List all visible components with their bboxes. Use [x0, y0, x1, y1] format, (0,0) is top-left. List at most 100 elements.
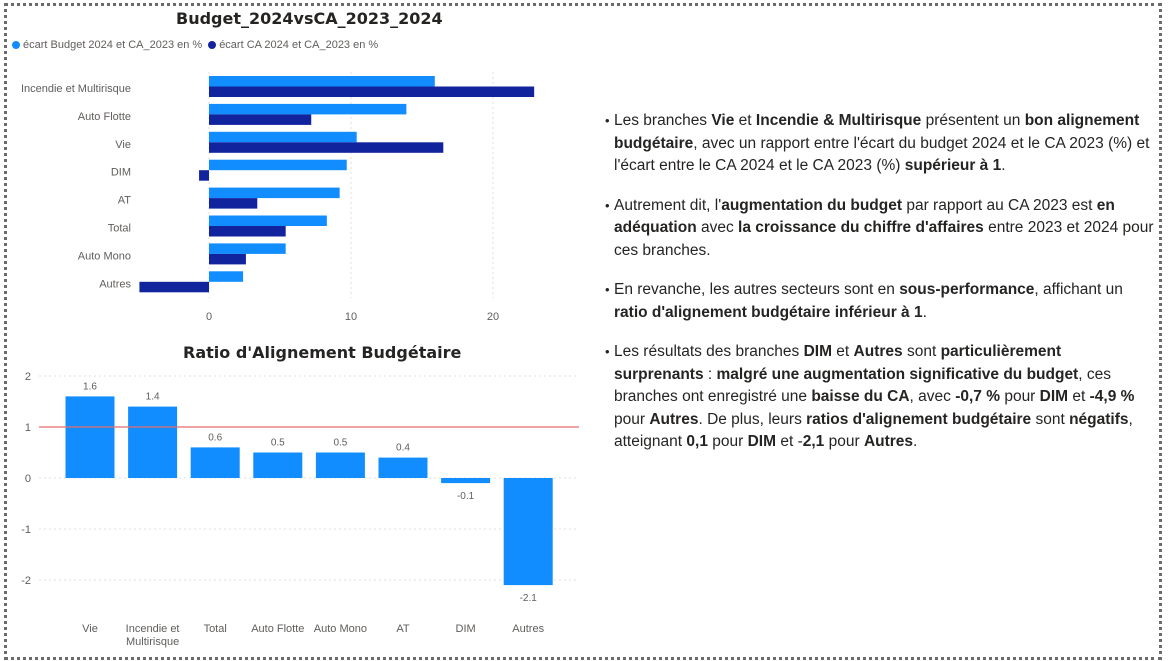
bold-run: 0,1: [686, 433, 708, 450]
data-label: -0.1: [457, 491, 475, 502]
text-run: , avec: [909, 388, 956, 405]
x-tick-label: 0: [206, 311, 212, 323]
text-run: pour: [824, 433, 864, 450]
y-tick-label: -1: [21, 524, 31, 536]
bar-budget: [209, 76, 435, 87]
bold-run: DIM: [1039, 388, 1069, 405]
bar-budget: [209, 159, 347, 171]
bold-run: négatifs: [1069, 410, 1129, 428]
bar-ca: [209, 142, 444, 153]
data-label: -2.1: [520, 593, 538, 604]
bar-ca: [209, 114, 312, 125]
x-category-label: Incendie et: [126, 623, 180, 635]
y-category-label: Auto Mono: [78, 250, 131, 262]
bullet-marker: •: [605, 113, 610, 128]
text-run: et: [1068, 388, 1090, 405]
y-category-label: Total: [108, 223, 131, 235]
ratio-bar: [253, 452, 303, 478]
x-category-label: Total: [204, 623, 227, 635]
y-category-label: DIM: [111, 167, 131, 179]
text-run: Autrement dit, l': [614, 196, 722, 214]
bold-run: DIM: [803, 343, 832, 360]
bar-budget: [209, 243, 286, 254]
text-run: et: [734, 112, 756, 129]
data-label: 1.4: [146, 392, 160, 403]
bar-budget: [209, 103, 407, 115]
legend-dot-budget: [12, 41, 20, 49]
data-label: 1.6: [83, 381, 97, 392]
bar-ca: [209, 86, 535, 97]
text-run: Les résultats des branches: [614, 343, 804, 360]
bold-run: Vie: [711, 112, 735, 129]
bold-run: ratio d'alignement budgétaire inférieur …: [614, 303, 923, 321]
ratio-bar: [503, 478, 553, 586]
ratio-bar: [441, 478, 491, 484]
text-run: Les branches: [614, 112, 712, 129]
y-tick-label: 0: [25, 473, 31, 485]
text-run: , ces branches ont enregistré une: [614, 365, 1111, 406]
bullet-marker: •: [605, 344, 610, 359]
text-run: par rapport au CA 2023 est: [902, 196, 1097, 214]
legend: écart Budget 2024 et CA_2023 en % écart …: [12, 39, 384, 51]
bold-run: -4,9 %: [1089, 388, 1135, 405]
legend-item-budget[interactable]: écart Budget 2024 et CA_2023 en %: [12, 39, 202, 51]
y-tick-label: 2: [25, 371, 31, 383]
bold-run: 2,1: [802, 433, 825, 450]
data-label: 0.5: [333, 438, 347, 449]
y-tick-label: -2: [21, 575, 31, 587]
ratio-bar: [315, 452, 365, 478]
x-category-label: Multirisque: [126, 636, 179, 648]
bold-run: DIM: [747, 433, 777, 450]
bold-run: malgré une augmentation significative du…: [716, 365, 1079, 383]
bar-budget: [209, 215, 327, 226]
x-category-label: Autres: [512, 623, 544, 635]
text-run: .: [913, 433, 918, 450]
paragraph-text: En revanche, les autres secteurs sont en…: [614, 279, 1155, 324]
legend-item-ca[interactable]: écart CA 2024 et CA_2023 en %: [208, 39, 378, 51]
y-category-label: Vie: [115, 139, 131, 151]
ratio-bar: [128, 406, 178, 478]
text-run: présentent un: [921, 112, 1025, 129]
y-category-label: Incendie et Multirisque: [21, 83, 131, 95]
bold-run: la croissance du chiffre d'affaires: [738, 219, 984, 236]
bold-run: ratios d'alignement budgétaire: [806, 410, 1032, 428]
bold-run: particulièrement surprenants: [614, 343, 1062, 383]
text-run: pour: [1000, 388, 1040, 405]
legend-label-ca: écart CA 2024 et CA_2023 en %: [219, 39, 379, 51]
x-category-label: DIM: [456, 623, 476, 635]
bold-run: en adéquation: [614, 196, 1115, 237]
commentary-panel: • Les branches Vie et Incendie & Multiris…: [605, 110, 1155, 471]
y-tick-label: 1: [25, 422, 31, 434]
x-category-label: Auto Mono: [314, 623, 367, 635]
commentary-paragraph: • Les résultats des branches DIM et Autre…: [605, 341, 1155, 454]
bold-run: Autres: [853, 343, 903, 360]
text-run: et: [831, 343, 854, 360]
ratio-bar: [65, 396, 115, 478]
bold-run: Autres: [863, 433, 914, 450]
paragraph-text: Les branches Vie et Incendie & Multirisq…: [614, 110, 1155, 178]
bar-budget: [209, 131, 357, 143]
text-run: , avec un rapport entre l'écart du budge…: [614, 134, 1150, 175]
bar-budget: [209, 271, 244, 282]
bullet-marker: •: [605, 282, 610, 297]
chart-title-ratio: Ratio d'Alignement Budgétaire: [183, 343, 462, 362]
y-category-label: AT: [118, 195, 132, 207]
text-run: avec: [696, 219, 739, 236]
text-run: sont: [1031, 410, 1070, 428]
ratio-bar: [378, 457, 428, 478]
text-run: et -: [776, 433, 803, 450]
legend-label-budget: écart Budget 2024 et CA_2023 en %: [23, 39, 203, 51]
bar-ca: [209, 253, 246, 265]
chart-title-budget: Budget_2024vsCA_2023_2024: [176, 9, 443, 28]
commentary-paragraph: • En revanche, les autres secteurs sont e…: [605, 279, 1155, 324]
bold-run: Incendie & Multirisque: [755, 112, 922, 129]
data-label: 0.4: [396, 443, 410, 454]
x-category-label: AT: [396, 623, 410, 635]
text-run: entre 2023 et 2024 pour ces branches.: [614, 219, 1154, 259]
text-run: En revanche, les autres secteurs sont en: [614, 281, 900, 298]
report-frame: [4, 3, 1162, 660]
bold-run: augmentation du budget: [721, 196, 903, 214]
y-category-label: Auto Flotte: [78, 111, 131, 123]
y-category-label: Autres: [99, 278, 131, 290]
